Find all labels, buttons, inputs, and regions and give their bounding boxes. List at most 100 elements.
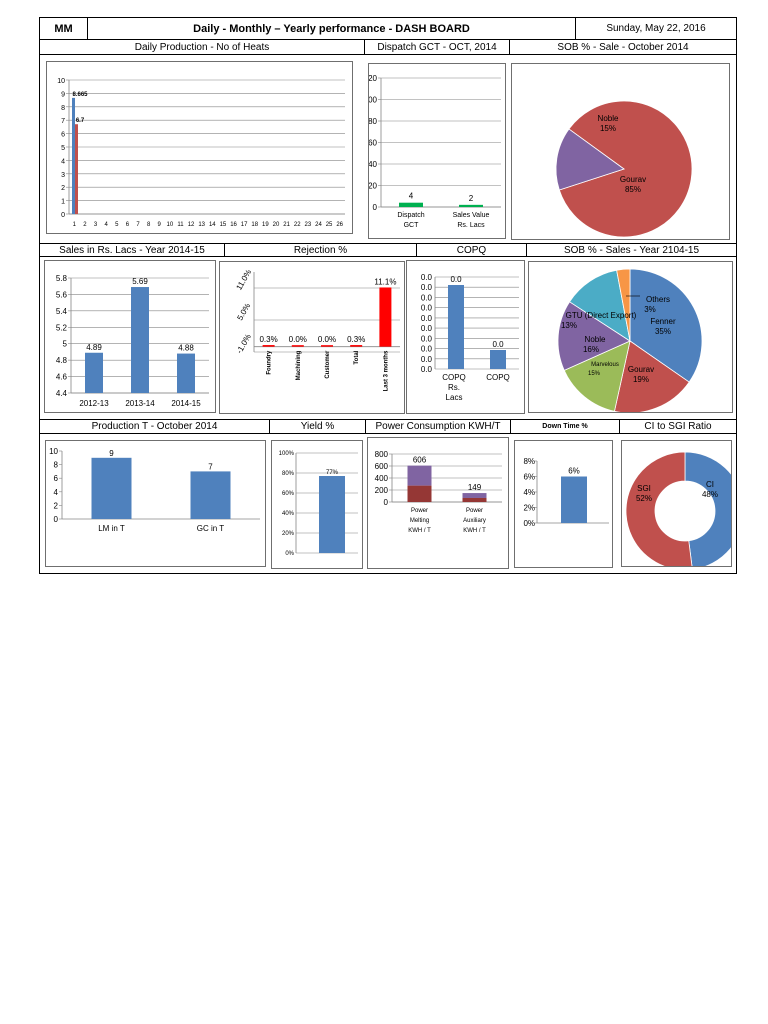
downtime-svg: 0% 2% 4% 6% 8% 6% [523, 457, 609, 528]
ci-sgi-slice-label: CI 48% [702, 480, 718, 499]
daily-ytick-label: 9 [61, 91, 65, 98]
ci-sgi-chart: CI 48% SGI 52% [621, 440, 745, 571]
sob-year-slice-name: Marvelous [591, 362, 619, 368]
yield-bar [319, 476, 345, 553]
dispatch-ytick-label: 40 [369, 160, 378, 169]
copq-xtick-label: COPQ Rs. Lacs [442, 373, 466, 402]
downtime-ytick-label: 6% [523, 473, 535, 482]
copq-ytick-label: 0.0 [421, 314, 433, 323]
ci-sgi-slice-name: SGI [637, 484, 651, 493]
section-sob-sale-oct: SOB % - Sale - October 2014 [509, 39, 737, 55]
dispatch-data-label: 2 [469, 194, 474, 203]
dispatch-ytick-label: 20 [369, 182, 378, 191]
section-sales-year-title: Sales in Rs. Lacs - Year 2014-15 [59, 244, 205, 256]
section-sob-sales-year-title: SOB % - Sales - Year 2104-15 [563, 244, 700, 256]
daily-ytick-label: 6 [61, 132, 65, 139]
sob-oct-slice-name: Noble [598, 114, 619, 123]
section-daily-production: Daily Production - No of Heats [39, 39, 365, 55]
yield-data-label: 77% [326, 470, 339, 476]
daily-xtick-label: 25 [326, 222, 333, 228]
copq-ytick-label: 0.0 [421, 355, 433, 364]
ci-sgi-slice-label: SGI 52% [636, 484, 652, 503]
copq-ytick-label: 0.0 [421, 324, 433, 333]
section-sob-sale-oct-title: SOB % - Sale - October 2014 [557, 41, 689, 53]
section-production-oct: Production T - October 2014 [39, 419, 270, 434]
daily-ytick-label: 5 [61, 145, 65, 152]
daily-xtick-label: 17 [241, 222, 248, 228]
power-ytick-label: 400 [375, 474, 389, 483]
section-rejection-title: Rejection % [293, 244, 348, 256]
sob-year-slice-others [616, 268, 631, 342]
sob-year-slice-value: 19% [633, 375, 649, 384]
sob-year-slice-name: GTU (Direct Export) [566, 311, 637, 320]
dashboard-title: Daily - Monthly – Yearly performance - D… [87, 17, 576, 40]
dispatch-bar [459, 204, 483, 207]
daily-xtick-label: 3 [94, 222, 98, 228]
section-yield-title: Yield % [300, 421, 335, 432]
section-rejection: Rejection % [224, 243, 417, 257]
daily-ytick-label: 3 [61, 172, 65, 179]
sales-ytick-label: 5.4 [56, 307, 68, 316]
yield-ytick-label: 0% [285, 551, 294, 557]
sob-year-slice-value: 15% [588, 371, 601, 377]
section-ci-sgi-title: CI to SGI Ratio [644, 421, 712, 432]
dashboard-date-text: Sunday, May 22, 2016 [606, 23, 706, 34]
prod-data-label: 9 [109, 449, 114, 458]
daily-ytick-label: 1 [61, 199, 65, 206]
section-power-title: Power Consumption KWH/T [375, 421, 501, 432]
rejection-chart: -1.0% 5.0% 11.0% 0.3% Foundry 0.0% Machining 0.… [219, 261, 405, 414]
daily-xtick-label: 7 [136, 222, 140, 228]
rejection-ytick-label: 11.0% [234, 268, 253, 292]
copq-ytick-label: 0.0 [421, 304, 433, 313]
rejection-xtick-label: Last 3 months [383, 350, 389, 391]
sales-ytick-label: 4.4 [56, 389, 68, 398]
prod-xtick-label: LM in T [98, 524, 125, 533]
ci-sgi-slice-value: 52% [636, 494, 652, 503]
dispatch-ytick-label: 100 [369, 96, 378, 105]
rejection-data-label: 0.3% [259, 335, 277, 344]
rejection-bar [291, 345, 304, 347]
prod-ytick-label: 6 [54, 474, 59, 483]
sales-bar [177, 353, 195, 393]
sob-sale-oct-chart: Gourav 85% Noble 15% [511, 63, 730, 240]
section-dispatch-title: Dispatch GCT - OCT, 2014 [377, 41, 497, 53]
section-downtime: Down Time % [510, 419, 620, 434]
downtime-ytick-label: 2% [523, 504, 535, 513]
daily-xtick-label: 10 [167, 222, 174, 228]
sob-year-slice-name: Fenner [650, 317, 676, 326]
ci-sgi-svg: CI 48% SGI 52% [625, 451, 745, 571]
copq-ytick-label: 0.0 [421, 365, 433, 374]
daily-xtick-label: 12 [188, 222, 195, 228]
dispatch-ytick-label: 0 [373, 203, 378, 212]
daily-ytick-label: 4 [61, 158, 65, 165]
rejection-data-label: 0.3% [347, 335, 365, 344]
sob-year-slice-label: Gourav 19% [628, 365, 654, 384]
daily-xtick-label: 13 [198, 222, 205, 228]
daily-ytick-label: 0 [61, 212, 65, 219]
power-chart: 0 200 400 600 800 606 Power Melting KWH / T 149 Po… [367, 437, 509, 569]
section-copq-title: COPQ [456, 244, 487, 256]
daily-xtick-label: 18 [251, 222, 258, 228]
copq-data-label: 0.0 [450, 275, 462, 284]
section-copq: COPQ [416, 243, 527, 257]
power-bar-bottom [407, 485, 432, 502]
dashboard-code: MM [39, 17, 88, 40]
rejection-bar [350, 345, 363, 347]
prod-ytick-label: 2 [54, 501, 59, 510]
sob-year-slice-name: Noble [585, 335, 606, 344]
power-bar-bottom [462, 497, 487, 502]
power-ytick-label: 600 [375, 462, 389, 471]
yield-ytick-label: 80% [282, 471, 295, 477]
daily-xtick-label: 26 [336, 222, 343, 228]
sales-ytick-label: 5 [63, 340, 68, 349]
sob-year-slice-label: Others 3% [644, 295, 670, 314]
rejection-data-label: 0.0% [289, 335, 307, 344]
copq-ytick-label: 0.0 [421, 334, 433, 343]
prod-ytick-label: 4 [54, 488, 59, 497]
daily-xtick-label: 9 [158, 222, 162, 228]
sales-ytick-label: 5.8 [56, 274, 68, 283]
copq-bar [448, 285, 464, 369]
power-xtick-label: Power Melting KWH / T [408, 508, 431, 534]
